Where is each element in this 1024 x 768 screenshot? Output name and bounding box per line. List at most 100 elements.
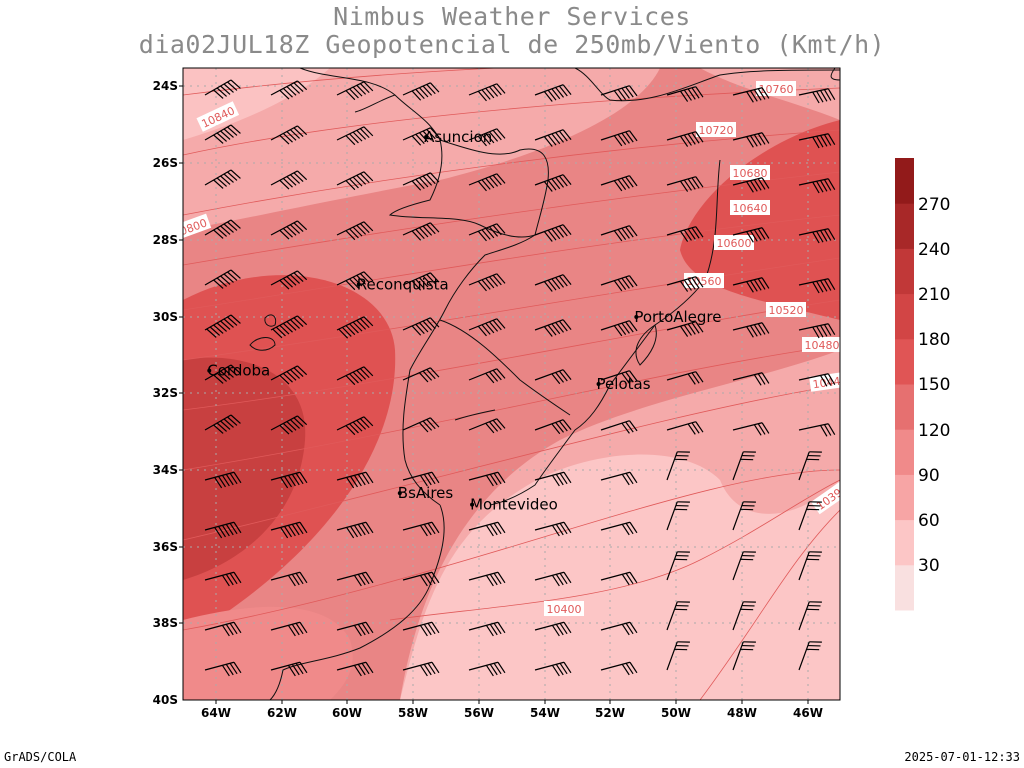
wind-barb: [666, 371, 704, 385]
colorbar-swatch: [895, 564, 914, 611]
wind-barb: [402, 621, 440, 637]
timestamp: 2025-07-01-12:33: [904, 750, 1020, 764]
wind-barb: [534, 521, 572, 537]
colorbar-swatch: [895, 429, 914, 475]
wind-barb: [534, 571, 572, 587]
lon-tick-label: 48W: [727, 706, 757, 720]
wind-barb: [534, 174, 572, 192]
wind-barb: [270, 571, 308, 587]
lon-tick-label: 52W: [595, 706, 625, 720]
wind-barb: [336, 81, 374, 101]
wind-barb: [666, 601, 690, 631]
wind-barb: [534, 274, 572, 292]
colorbar-label: 150: [918, 375, 950, 395]
wind-barb: [468, 83, 506, 102]
wind-barb: [270, 125, 308, 145]
colorbar-swatch: [895, 519, 914, 566]
lat-ticks: [179, 85, 183, 624]
wind-barb: [204, 79, 241, 99]
wind-barb: [798, 641, 822, 671]
wind-barb: [336, 316, 374, 339]
wind-barb: [534, 369, 572, 385]
wind-barb: [600, 85, 638, 102]
wind-barb: [666, 321, 704, 337]
wind-barb: [402, 172, 440, 191]
wind-barb: [798, 88, 836, 104]
colorbar-swatch: [895, 293, 914, 340]
wind-barb: [600, 571, 638, 586]
wind-barb: [798, 178, 836, 194]
wind-barb: [798, 423, 836, 437]
wind-barb: [468, 621, 506, 637]
colorbar-label: 180: [918, 330, 950, 350]
wind-barb: [270, 220, 308, 240]
wind-barb: [204, 314, 241, 338]
city-label: Cordoba: [207, 362, 270, 380]
colorbar-label: 210: [918, 285, 950, 305]
wind-barb: [534, 419, 572, 435]
wind-barb: [798, 451, 822, 481]
wind-barb: [336, 571, 374, 587]
lon-tick-label: 54W: [530, 706, 560, 720]
lon-tick-label: 60W: [332, 706, 362, 720]
wind-barb: [468, 318, 506, 337]
wind-barb: [666, 451, 690, 481]
city-label: Pelotas: [597, 375, 651, 393]
wind-barb: [468, 223, 506, 242]
colorbar-label: 30: [918, 556, 940, 576]
wind-barb: [336, 171, 374, 191]
contour-label: 10560: [687, 275, 722, 288]
colorbar-label: 240: [918, 240, 950, 260]
wind-barb: [204, 169, 241, 189]
wind-barb: [666, 551, 690, 581]
lon-tick-label: 62W: [267, 706, 297, 720]
wind-barb: [336, 221, 374, 241]
colorbar-swatch: [895, 474, 914, 521]
wind-barb: [732, 422, 770, 436]
wind-barb: [732, 132, 770, 148]
borders: [249, 68, 840, 700]
wind-barb: [732, 277, 770, 293]
wind-barb: [600, 370, 638, 384]
lat-tick-label: 36S: [153, 540, 178, 554]
wind-barb: [270, 661, 308, 677]
wind-barb: [798, 323, 836, 339]
wind-barb: [270, 270, 308, 290]
wind-barb: [270, 471, 308, 489]
wind-barb: [468, 571, 506, 587]
contour-label: 10480: [805, 339, 840, 352]
wind-barb: [204, 219, 241, 239]
contour-label: 10520: [769, 304, 804, 317]
wind-barb: [732, 501, 756, 531]
map-subtitle: dia02JUL18Z Geopotencial de 250mb/Viento…: [138, 30, 886, 59]
wind-barb: [468, 418, 506, 434]
colorbar-swatch: [895, 203, 914, 249]
map-title: Nimbus Weather Services: [333, 2, 691, 31]
wind-barb: [204, 661, 242, 677]
wind-barb: [402, 367, 440, 383]
wind-barb: [534, 319, 572, 337]
lat-tick-label: 30S: [153, 310, 178, 324]
wind-barb: [732, 87, 770, 103]
wind-barbs: [204, 79, 836, 677]
wind-barb: [204, 124, 241, 144]
wind-barb: [666, 421, 704, 435]
wind-barb: [270, 415, 308, 435]
wind-barb: [666, 86, 704, 102]
wind-barb: [270, 521, 308, 539]
wind-barb: [402, 471, 440, 487]
lat-tick-label: 40S: [153, 693, 178, 707]
city-label: Montevideo: [470, 496, 558, 514]
wind-barb: [600, 621, 638, 636]
wind-barb: [666, 176, 704, 192]
wind-barb: [270, 621, 308, 637]
wind-barb: [600, 225, 638, 242]
wind-barb: [468, 273, 506, 292]
colorbar-label: 120: [918, 421, 950, 441]
city-marker: [634, 314, 639, 319]
wind-barb: [534, 621, 572, 637]
wind-barb: [732, 227, 770, 243]
wind-barb: [600, 275, 638, 292]
wind-barb: [402, 272, 440, 291]
colorbar-label: 90: [918, 466, 940, 486]
